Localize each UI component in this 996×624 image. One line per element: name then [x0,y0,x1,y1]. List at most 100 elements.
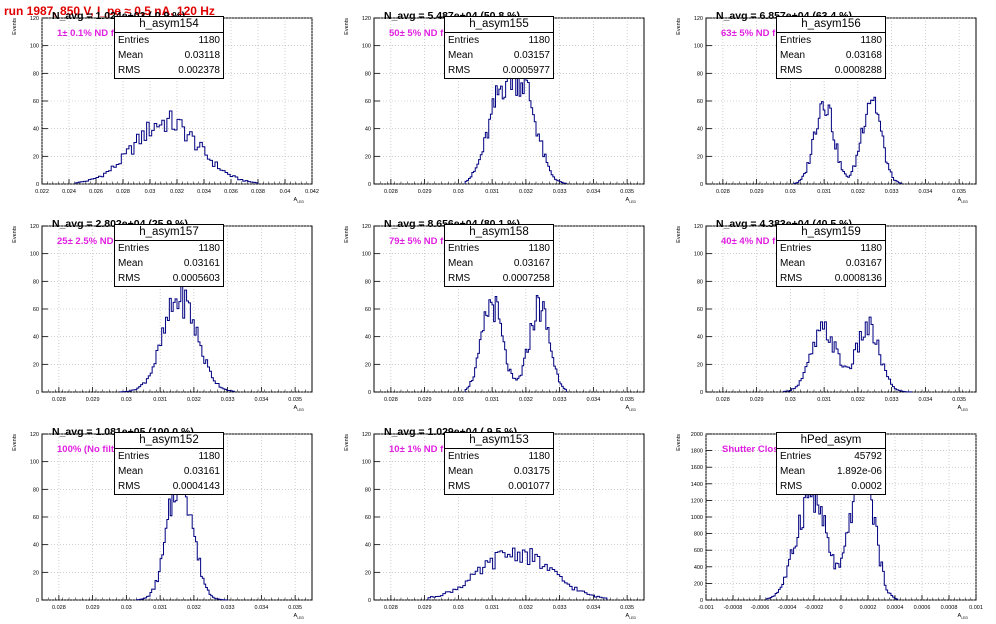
filter-annotation: 100% (No filter) [57,444,127,455]
stat-label: RMS [118,273,141,284]
stat-row-mean: Mean 0.03167 [777,256,885,271]
x-tick-label: 0.028 [384,189,398,195]
stat-row-entries: Entries 1180 [115,33,223,48]
histogram-series [119,279,235,393]
x-tick-label: 0.033 [553,397,567,403]
stat-row-mean: Mean 0.03157 [445,48,553,63]
filter-annotation: 25± 2.5% ND filter [57,236,137,247]
y-tick-label: 400 [694,565,703,571]
x-tick-label: 0.032 [170,189,184,195]
x-tick-label: -0.0002 [805,605,824,611]
y-tick-label: 120 [30,16,39,22]
histogram-series [464,294,567,392]
x-tick-label: 0.03 [121,605,132,611]
y-tick-label: 1400 [691,482,703,488]
stat-value: 0.0008136 [834,273,882,284]
x-tick-label: 0.03 [453,605,464,611]
histogram-plot: 0.022 0.024 0.026 0.028 0.03 0.032 0.034 0.036 0… [12,16,319,204]
stat-row-entries: Entries 1180 [445,241,553,256]
filter-annotation: 63± 5% ND filter [721,28,793,39]
x-tick-label: 0.03 [145,189,156,195]
filter-annotation: 1± 0.1% ND filter [57,28,132,39]
stat-row-mean: Mean 1.892e-06 [777,464,885,479]
x-tick-label: 0.034 [254,397,268,403]
stat-value: 0.03167 [513,258,550,269]
x-tick-label: 0.028 [52,605,66,611]
y-tick-label: 2000 [691,432,703,438]
x-tick-label: 0.022 [35,189,49,195]
y-tick-label: 100 [362,460,371,466]
stat-label: Entries [780,35,812,46]
histogram-series [75,110,259,184]
stat-value: 0.0005603 [172,273,220,284]
stat-row-rms: RMS 0.001077 [445,479,553,494]
x-tick-label: 0.029 [750,189,764,195]
x-tick-label: 0.033 [553,605,567,611]
y-tick-label: 40 [365,335,371,341]
histogram-pad-h_asym156: 0.028 0.029 0.03 0.031 0.032 0.033 0.034 0.035 0… [664,0,996,208]
filter-annotation: 40± 4% ND filter [721,236,793,247]
x-tick-label: 0.026 [89,189,103,195]
y-tick-label: 60 [365,99,371,105]
histogram-name: h_asym157 [115,225,223,241]
y-tick-label: 20 [33,570,39,576]
stat-label: RMS [448,65,471,76]
x-tick-label: 0.033 [885,189,899,195]
y-tick-label: 60 [33,515,39,521]
x-tick-label: 0.001 [969,605,983,611]
histogram-name: h_asym155 [445,17,553,33]
run-title: run 1987, 850 V, I_pe ≈ 0.5 nA, 120 Hz [4,4,215,18]
y-tick-label: 20 [697,362,703,368]
y-tick-label: 100 [362,252,371,258]
y-axis-label: Events [676,226,682,243]
y-tick-label: 0 [368,390,371,396]
stat-row-mean: Mean 0.03161 [115,256,223,271]
x-tick-label: 0.036 [224,189,238,195]
stat-label: RMS [118,481,141,492]
stat-value: 1180 [198,35,220,46]
y-tick-label: 60 [697,99,703,105]
stats-box: h_asym159 Entries 1180 Mean 0.03167 RMS 0.0008… [776,224,886,287]
y-tick-label: 0 [700,390,703,396]
x-tick-label: 0.031 [485,605,499,611]
stat-row-rms: RMS 0.0005603 [115,271,223,286]
stat-value: 0.001077 [508,481,550,492]
histogram-series [427,547,608,600]
stat-row-rms: RMS 0.0007258 [445,271,553,286]
x-axis-label: ALED [958,405,969,412]
x-axis-label: ALED [958,197,969,204]
stat-row-rms: RMS 0.002378 [115,63,223,78]
y-tick-label: 100 [30,460,39,466]
x-tick-label: 0.031 [817,397,831,403]
stat-label: RMS [448,273,471,284]
stat-value: 0.0008288 [834,65,882,76]
y-tick-label: 800 [694,532,703,538]
x-tick-label: 0.031 [485,189,499,195]
x-tick-label: 0 [839,605,842,611]
x-tick-label: 0.032 [851,189,865,195]
stat-row-entries: Entries 45792 [777,449,885,464]
y-tick-label: 1800 [691,449,703,455]
y-axis-label: Events [344,18,350,35]
stat-label: RMS [118,65,141,76]
y-tick-label: 1600 [691,465,703,471]
x-tick-label: 0.028 [716,189,730,195]
y-tick-label: 80 [33,487,39,493]
x-tick-label: 0.032 [187,605,201,611]
x-tick-label: 0.032 [187,397,201,403]
x-axis-label: ALED [958,613,969,620]
x-tick-label: 0.028 [116,189,130,195]
y-tick-label: 20 [365,362,371,368]
y-tick-label: 20 [365,154,371,160]
stat-value: 0.0002 [851,481,882,492]
y-axis-label: Events [676,18,682,35]
histogram-name: hPed_asym [777,433,885,449]
y-tick-label: 80 [697,279,703,285]
stat-value: 0.03167 [845,258,882,269]
y-tick-label: 60 [33,307,39,313]
stat-label: Entries [118,35,150,46]
y-tick-label: 20 [33,362,39,368]
x-tick-label: 0.03 [785,397,796,403]
x-axis-label: ALED [626,613,637,620]
x-axis-label: ALED [294,613,305,620]
